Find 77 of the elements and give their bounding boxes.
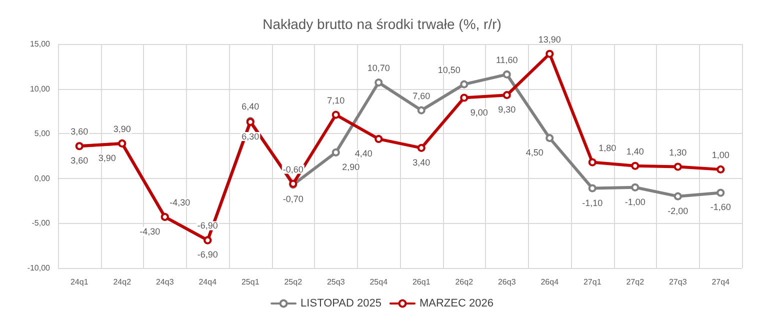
x-tick-label: 25q2: [284, 278, 303, 286]
point: [417, 144, 426, 152]
data-label: -0,60: [282, 164, 304, 174]
x-tick-label: 26q3: [498, 278, 516, 286]
point: [460, 80, 468, 88]
x-tick-label: 24q3: [156, 278, 174, 286]
data-label: 1,40: [626, 146, 644, 156]
legend-label: LISTOPAD 2025: [300, 298, 382, 310]
y-tick-label: 5,00: [34, 129, 51, 138]
x-tick-label: 26q4: [540, 278, 560, 286]
data-label: -2,00: [668, 206, 688, 216]
data-label: 9,30: [498, 104, 516, 115]
x-tick-label: 25q3: [326, 278, 346, 286]
y-tick-label: 0,00: [34, 174, 51, 183]
point: [374, 134, 383, 143]
point: [417, 106, 426, 114]
data-label: -6,90: [197, 250, 218, 260]
data-label: 3,60: [70, 126, 88, 137]
data-label: 3,90: [113, 124, 131, 134]
x-tick-label: 26q2: [455, 278, 474, 286]
point: [546, 50, 554, 58]
data-label: 9,00: [470, 107, 488, 118]
data-label: 6,40: [242, 102, 260, 112]
x-tick-label: 24q1: [70, 278, 89, 286]
point: [631, 183, 640, 192]
x-tick-label: 27q3: [668, 278, 688, 286]
data-label: 6,30: [242, 131, 260, 142]
x-tick-label: 27q4: [712, 278, 730, 286]
x-tick-label: 25q4: [370, 278, 388, 286]
data-label: 3,60: [70, 156, 88, 166]
data-label: 7,60: [412, 90, 430, 101]
y-tick-label: 15,00: [30, 40, 51, 48]
point: [674, 192, 682, 200]
data-label: 11,60: [496, 54, 518, 65]
x-tick-label: 26q1: [412, 278, 431, 286]
data-label: 1,00: [712, 150, 730, 160]
point: [332, 148, 340, 156]
point: [546, 134, 554, 142]
data-label: 3,90: [98, 152, 116, 163]
point: [716, 188, 725, 197]
data-label: 13,90: [538, 34, 561, 44]
y-tick-label: 10,00: [30, 84, 51, 94]
data-label: 1,80: [598, 142, 616, 153]
data-label: -1,10: [582, 198, 603, 208]
y-tick-label: -10,00: [27, 264, 51, 272]
data-label: 10,50: [438, 64, 460, 75]
data-label: -4,30: [170, 197, 190, 208]
data-label: -1,00: [624, 196, 646, 207]
point: [716, 165, 725, 174]
y-tick-label: -5,00: [32, 218, 51, 228]
data-label: -6,90: [197, 220, 218, 231]
x-tick-label: 27q1: [583, 278, 602, 286]
data-label: -1,60: [710, 202, 731, 212]
x-tick-label: 27q2: [626, 278, 645, 286]
point: [332, 110, 340, 119]
data-label: 4,50: [526, 148, 544, 158]
point: [460, 94, 468, 102]
chart-title: Nakłady brutto na środki trwałe (%, r/r): [262, 16, 502, 32]
data-label: 2,90: [342, 162, 360, 172]
legend-label: MARZEC 2026: [419, 298, 494, 310]
x-tick-label: 25q1: [241, 278, 260, 286]
data-label: 1,30: [669, 147, 687, 158]
data-label: 10,70: [367, 63, 390, 74]
x-tick-label: 24q2: [113, 278, 132, 286]
data-label: -4,30: [140, 226, 160, 236]
point: [588, 158, 596, 166]
point: [674, 162, 682, 171]
data-label: -0,70: [282, 194, 304, 204]
point: [588, 184, 596, 192]
point: [502, 91, 511, 100]
point: [502, 70, 511, 78]
point: [631, 162, 640, 170]
x-tick-label: 24q4: [198, 278, 218, 286]
data-label: 4,40: [354, 148, 372, 158]
point: [374, 78, 383, 87]
data-label: 3,40: [412, 157, 430, 168]
data-label: 7,10: [327, 95, 345, 106]
